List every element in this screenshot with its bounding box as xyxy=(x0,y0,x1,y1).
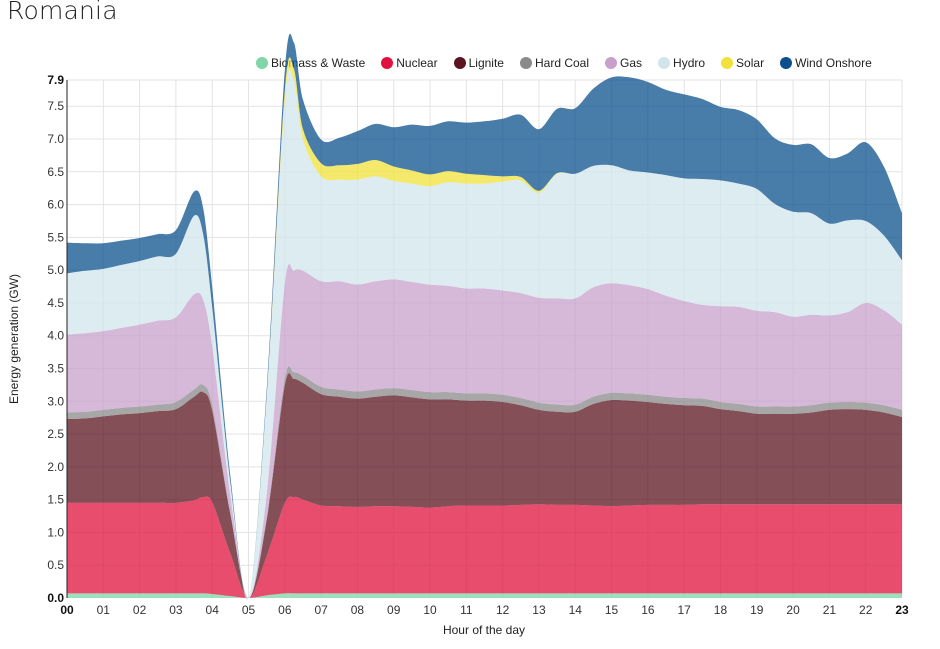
legend-item-nuclear[interactable]: Nuclear xyxy=(381,56,438,70)
y-tick-label: 5.5 xyxy=(47,230,64,244)
x-tick-label: 10 xyxy=(423,603,437,617)
legend-label: Gas xyxy=(620,56,643,70)
legend-item-hard-coal[interactable]: Hard Coal xyxy=(519,56,590,70)
legend-item-solar[interactable]: Solar xyxy=(721,56,764,70)
x-tick-label: 00 xyxy=(60,603,74,617)
y-tick-label: 7.5 xyxy=(47,99,64,113)
legend-marker-icon xyxy=(721,57,734,69)
area-gas[interactable] xyxy=(67,263,902,599)
legend-marker-icon xyxy=(256,57,268,69)
x-tick-label: 08 xyxy=(351,603,365,617)
area-nuclear[interactable] xyxy=(67,496,902,599)
x-tick-label: 18 xyxy=(714,603,728,617)
y-tick-label: 3.0 xyxy=(47,394,64,408)
x-tick-label: 05 xyxy=(242,603,256,617)
y-tick-label: 7.9 xyxy=(47,73,64,87)
x-tick-label: 07 xyxy=(314,603,328,617)
y-tick-label: 2.0 xyxy=(47,460,64,474)
x-axis-title: Hour of the day xyxy=(443,623,525,637)
x-tick-label: 20 xyxy=(786,603,800,617)
y-tick-label: 0.5 xyxy=(47,558,64,572)
legend-marker-icon xyxy=(519,57,532,69)
legend-label: Lignite xyxy=(468,56,504,70)
y-tick-label: 3.5 xyxy=(47,362,64,376)
page-title: Romania xyxy=(7,0,118,25)
area-hydro[interactable] xyxy=(67,68,902,600)
x-tick-label: 02 xyxy=(133,603,147,617)
y-tick-label: 6.5 xyxy=(47,165,64,179)
x-tick-label: 16 xyxy=(641,603,655,617)
x-tick-label: 15 xyxy=(605,603,619,617)
legend-label: Hydro xyxy=(673,56,706,70)
x-tick-label: 22 xyxy=(859,603,873,617)
y-tick-label: 6.0 xyxy=(47,198,64,212)
legend-marker-icon xyxy=(780,57,793,69)
legend-marker-icon xyxy=(605,57,618,69)
y-tick-label: 4.5 xyxy=(47,296,64,310)
legend-item-wind-onshore[interactable]: Wind Onshore xyxy=(780,56,872,70)
x-tick-label: 21 xyxy=(823,603,837,617)
x-axis-ticks: 00 01 02 03 04 05 06 07 08 09 10 11 12 13 14 15 16 17 18 19… xyxy=(60,603,909,617)
y-tick-label: 4.0 xyxy=(47,329,64,343)
y-tick-label: 1.5 xyxy=(47,493,64,507)
y-tick-label: 5.0 xyxy=(47,263,64,277)
x-tick-label: 04 xyxy=(206,603,220,617)
x-tick-label: 19 xyxy=(750,603,764,617)
y-axis-title: Energy generation (GW) xyxy=(7,274,21,404)
legend-item-lignite[interactable]: Lignite xyxy=(453,56,504,70)
x-tick-label: 14 xyxy=(569,603,583,617)
y-tick-label: 0.0 xyxy=(47,591,64,605)
x-tick-label: 23 xyxy=(895,603,909,617)
y-axis-ticks: 0.0 0.5 1.0 1.5 2.0 2.5 3.0 3.5 4.0 4.5 5.0 5.5 6.0 6… xyxy=(47,73,64,605)
legend-label: Hard Coal xyxy=(534,56,590,70)
y-tick-label: 2.5 xyxy=(47,427,64,441)
x-tick-label: 03 xyxy=(169,603,183,617)
area-lignite[interactable] xyxy=(67,373,902,599)
x-tick-label: 17 xyxy=(677,603,691,617)
area-wind-onshore[interactable] xyxy=(67,33,902,600)
legend-marker-icon xyxy=(453,57,466,69)
x-tick-label: 12 xyxy=(496,603,510,617)
legend-item-hydro[interactable]: Hydro xyxy=(658,56,705,70)
x-tick-label: 01 xyxy=(97,603,111,617)
x-tick-label: 13 xyxy=(532,603,546,617)
y-tick-label: 1.0 xyxy=(47,525,64,539)
x-tick-label: 11 xyxy=(460,603,473,617)
series-areas xyxy=(67,33,902,600)
legend-label: Wind Onshore xyxy=(795,56,872,70)
x-tick-label: 09 xyxy=(387,603,401,617)
legend-item-gas[interactable]: Gas xyxy=(605,56,642,70)
legend-label: Nuclear xyxy=(396,56,438,70)
y-tick-label: 7.0 xyxy=(47,132,64,146)
area-biomass-and-waste[interactable] xyxy=(67,593,902,599)
x-tick-label: 06 xyxy=(278,603,292,617)
legend-marker-icon xyxy=(381,57,394,69)
legend-label: Solar xyxy=(736,56,765,70)
legend-marker-icon xyxy=(658,57,671,69)
